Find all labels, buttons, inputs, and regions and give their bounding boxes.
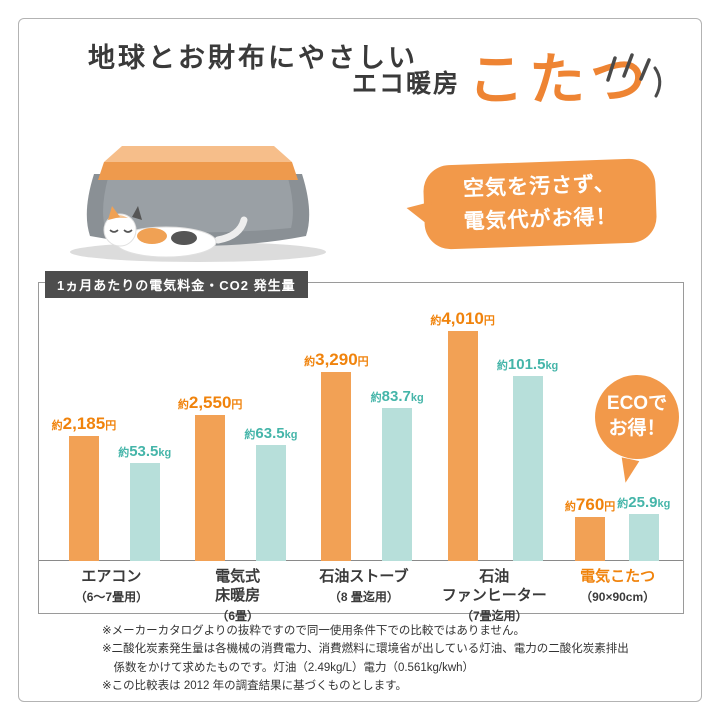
chart-bar-group: 約4,010円約101.5kg 石油 ファンヒーター （7畳迄用） <box>430 310 558 623</box>
cost-bar-column: 約3,290円 <box>304 351 369 561</box>
chart-bar-group: 約3,290円約83.7kg 石油ストーブ （8 畳迄用） <box>304 351 424 613</box>
title-product: こたつ <box>468 48 652 111</box>
co2-bar-column: 約83.7kg <box>371 389 424 561</box>
category-name: 電気こたつ <box>580 568 656 585</box>
co2-bar-column: 約25.9kg <box>617 495 670 561</box>
cost-bar <box>321 372 352 561</box>
accent-strokes-icon <box>606 53 662 98</box>
co2-bar <box>129 463 160 561</box>
kotatsu-table-icon <box>104 146 292 162</box>
cost-bar <box>447 331 478 561</box>
category-name: エアコン <box>81 568 142 585</box>
catch-copy: 地球とお財布にやさしい <box>88 43 418 73</box>
eco-badge-line2: お得！ <box>608 418 666 439</box>
cost-bar-column: 約760円 <box>565 496 615 561</box>
chart-panel: 1ヵ月あたりの電気料金・CO2 発生量 約2,185円 約53.5kg エアコン （6… <box>38 271 684 623</box>
eco-badge: ECOで お得！ <box>595 375 679 459</box>
co2-bar <box>628 514 659 561</box>
title-sub: エコ暖房 <box>352 70 461 98</box>
category-name: 電気式 床暖房 <box>215 568 261 604</box>
category-label: エアコン （6〜7畳用） <box>75 561 148 613</box>
cost-bar-column: 約4,010円 <box>430 310 495 561</box>
cost-bar <box>575 517 606 561</box>
category-label: 石油ストーブ （8 畳迄用） <box>319 561 408 613</box>
co2-value-label: 約53.5kg <box>118 443 172 460</box>
chart-groups: 約2,185円 約53.5kg エアコン （6〜7畳用） 約2,550円 約63.5kg 電… <box>39 283 683 623</box>
title-row: エコ暖房 こたつ <box>352 52 651 108</box>
bar-pair: 約2,185円 約53.5kg <box>51 414 171 561</box>
co2-bar-column: 約101.5kg <box>497 357 558 561</box>
co2-bar <box>255 445 286 561</box>
category-sub: （8 畳迄用） <box>328 589 399 604</box>
category-sub: （6畳） <box>216 608 259 623</box>
co2-bar-column: 約53.5kg <box>118 444 171 561</box>
category-sub: （90×90cm） <box>580 589 656 604</box>
cost-value-label: 約2,185円 <box>51 414 117 433</box>
co2-bar-column: 約63.5kg <box>244 426 297 561</box>
co2-value-label: 約101.5kg <box>496 356 559 373</box>
co2-value-label: 約83.7kg <box>370 388 424 405</box>
bubble-line1: 空気を汚さず、 <box>462 172 617 202</box>
footnote: ※メーカーカタログよりの抜粋ですので同一使用条件下での比較ではありません。 <box>102 625 526 637</box>
footnote: ※この比較表は 2012 年の調査結果に基づくものとします。 <box>102 680 407 693</box>
category-label: 電気式 床暖房 （6畳） <box>215 561 261 623</box>
cost-bar <box>195 415 226 561</box>
cost-bar <box>68 436 99 561</box>
bubble-line2: 電気代がお得！ <box>463 205 618 234</box>
cost-value-label: 約3,290円 <box>304 350 369 369</box>
category-label: 石油 ファンヒーター （7畳迄用） <box>441 561 547 623</box>
cost-value-label: 約2,550円 <box>177 393 243 412</box>
eco-badge-line1: ECOで <box>606 393 668 415</box>
cost-value-label: 約760円 <box>564 495 616 514</box>
co2-bar <box>512 376 543 561</box>
bar-pair: 約760円 約25.9kg <box>565 495 670 561</box>
cost-bar-column: 約2,185円 <box>51 414 117 561</box>
kotatsu-illustration <box>70 146 326 262</box>
bar-pair: 約4,010円約101.5kg <box>430 310 558 561</box>
co2-value-label: 約25.9kg <box>617 494 671 511</box>
footnotes: ※メーカーカタログよりの抜粋ですので同一使用条件下での比較ではありません。 ※二… <box>102 622 630 696</box>
bar-pair: 約3,290円約83.7kg <box>304 351 424 561</box>
chart-bar-group: 約2,550円 約63.5kg 電気式 床暖房 （6畳） <box>177 393 298 623</box>
chart-baseline <box>39 560 683 561</box>
category-name: 石油ストーブ <box>319 568 409 585</box>
footnote: ※二酸化炭素発生量は各機械の消費電力、消費燃料に環境省が出している灯油、電力の二… <box>102 643 629 674</box>
co2-bar <box>382 408 413 561</box>
cost-value-label: 約4,010円 <box>430 309 495 328</box>
chart-bar-group: 約760円 約25.9kg 電気こたつ （90×90cm） <box>565 495 670 613</box>
cat-icon <box>103 206 248 258</box>
category-name: 石油 ファンヒーター <box>441 568 547 604</box>
co2-value-label: 約63.5kg <box>244 425 298 442</box>
category-label: 電気こたつ （90×90cm） <box>580 561 655 613</box>
category-sub: （6〜7畳用） <box>74 589 149 604</box>
chart-title-tab: 1ヵ月あたりの電気料金・CO2 発生量 <box>45 271 308 298</box>
cost-bar-column: 約2,550円 <box>177 393 243 561</box>
category-sub: （7畳迄用） <box>460 608 528 623</box>
chart-bar-group: 約2,185円 約53.5kg エアコン （6〜7畳用） <box>52 415 172 613</box>
bar-pair: 約2,550円 約63.5kg <box>177 393 297 561</box>
speech-bubble: 空気を汚さず、 電気代がお得！ <box>422 157 658 251</box>
